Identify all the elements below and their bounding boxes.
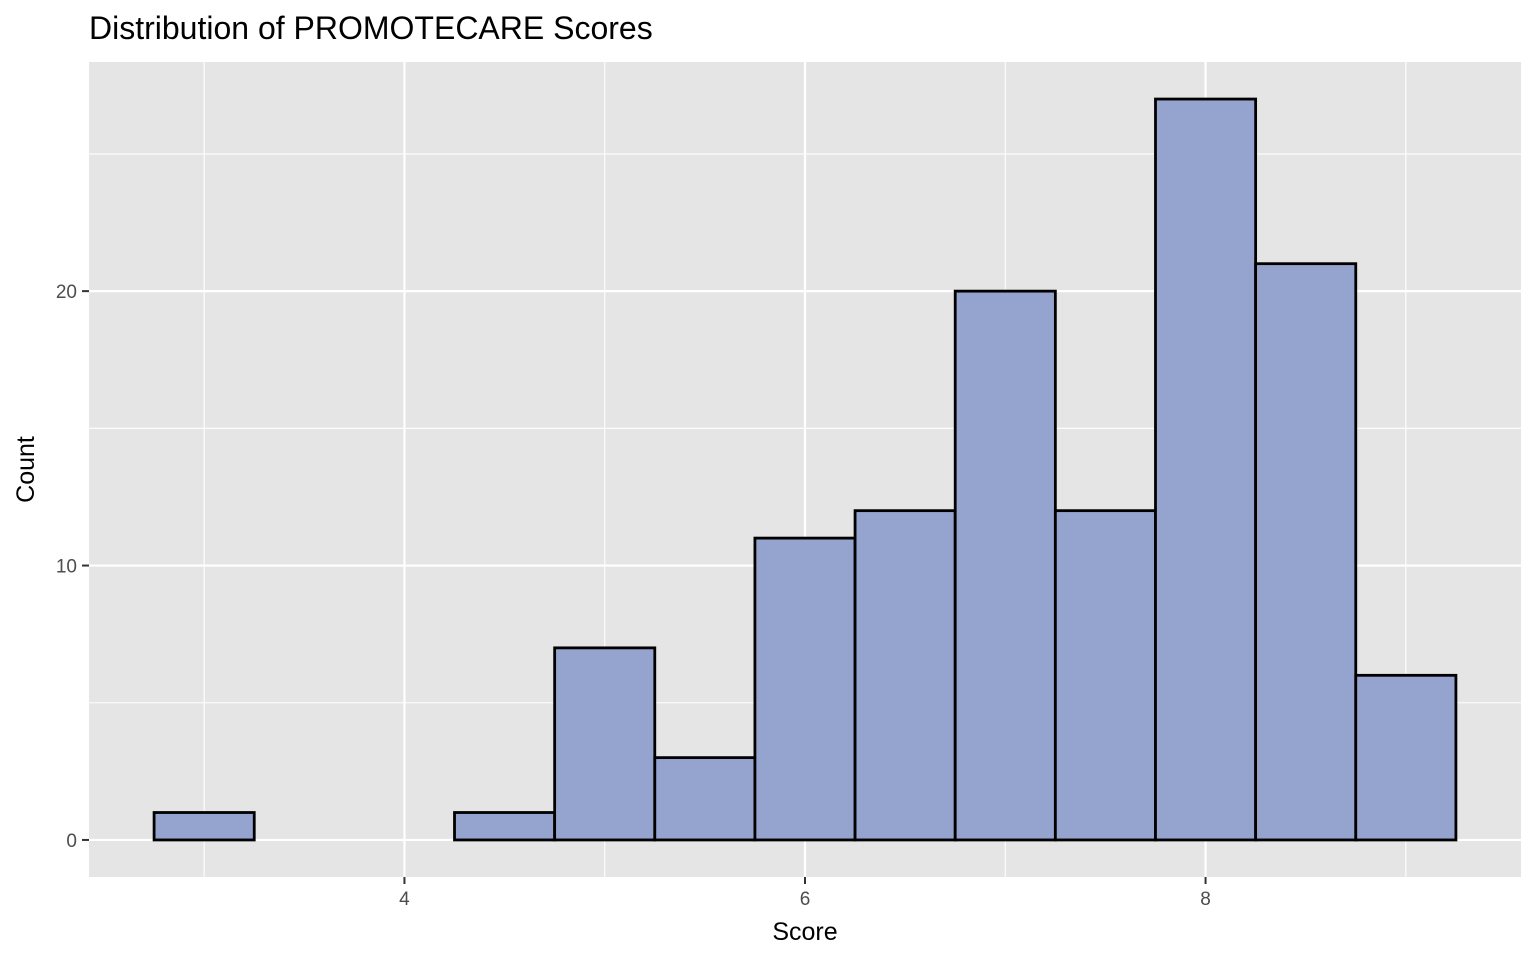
histogram-bar xyxy=(1053,509,1157,842)
histogram-bar xyxy=(753,536,857,842)
histogram-bar xyxy=(953,289,1057,842)
histogram-bar xyxy=(1254,262,1358,842)
x-tick-label: 6 xyxy=(800,889,811,910)
chart-title: Distribution of PROMOTECARE Scores xyxy=(89,10,653,46)
histogram-bar xyxy=(1354,673,1458,842)
histogram-bar xyxy=(853,509,957,842)
y-tick-label: 10 xyxy=(56,557,77,578)
y-tick-label: 20 xyxy=(56,282,77,303)
histogram-bars xyxy=(152,97,1458,842)
x-tick-label: 8 xyxy=(1200,889,1211,910)
histogram-bar xyxy=(152,811,256,842)
x-axis-title: Score xyxy=(772,918,837,946)
y-tick-label: 0 xyxy=(66,831,77,852)
y-axis-title: Count xyxy=(12,436,40,503)
histogram-bar xyxy=(553,646,657,842)
y-axis: 0 10 20 xyxy=(56,282,89,852)
x-tick-label: 4 xyxy=(399,889,410,910)
x-axis: 4 6 8 xyxy=(399,877,1211,910)
histogram-bar xyxy=(653,756,757,842)
histogram-bar xyxy=(453,811,557,842)
histogram-bar xyxy=(1154,97,1258,842)
